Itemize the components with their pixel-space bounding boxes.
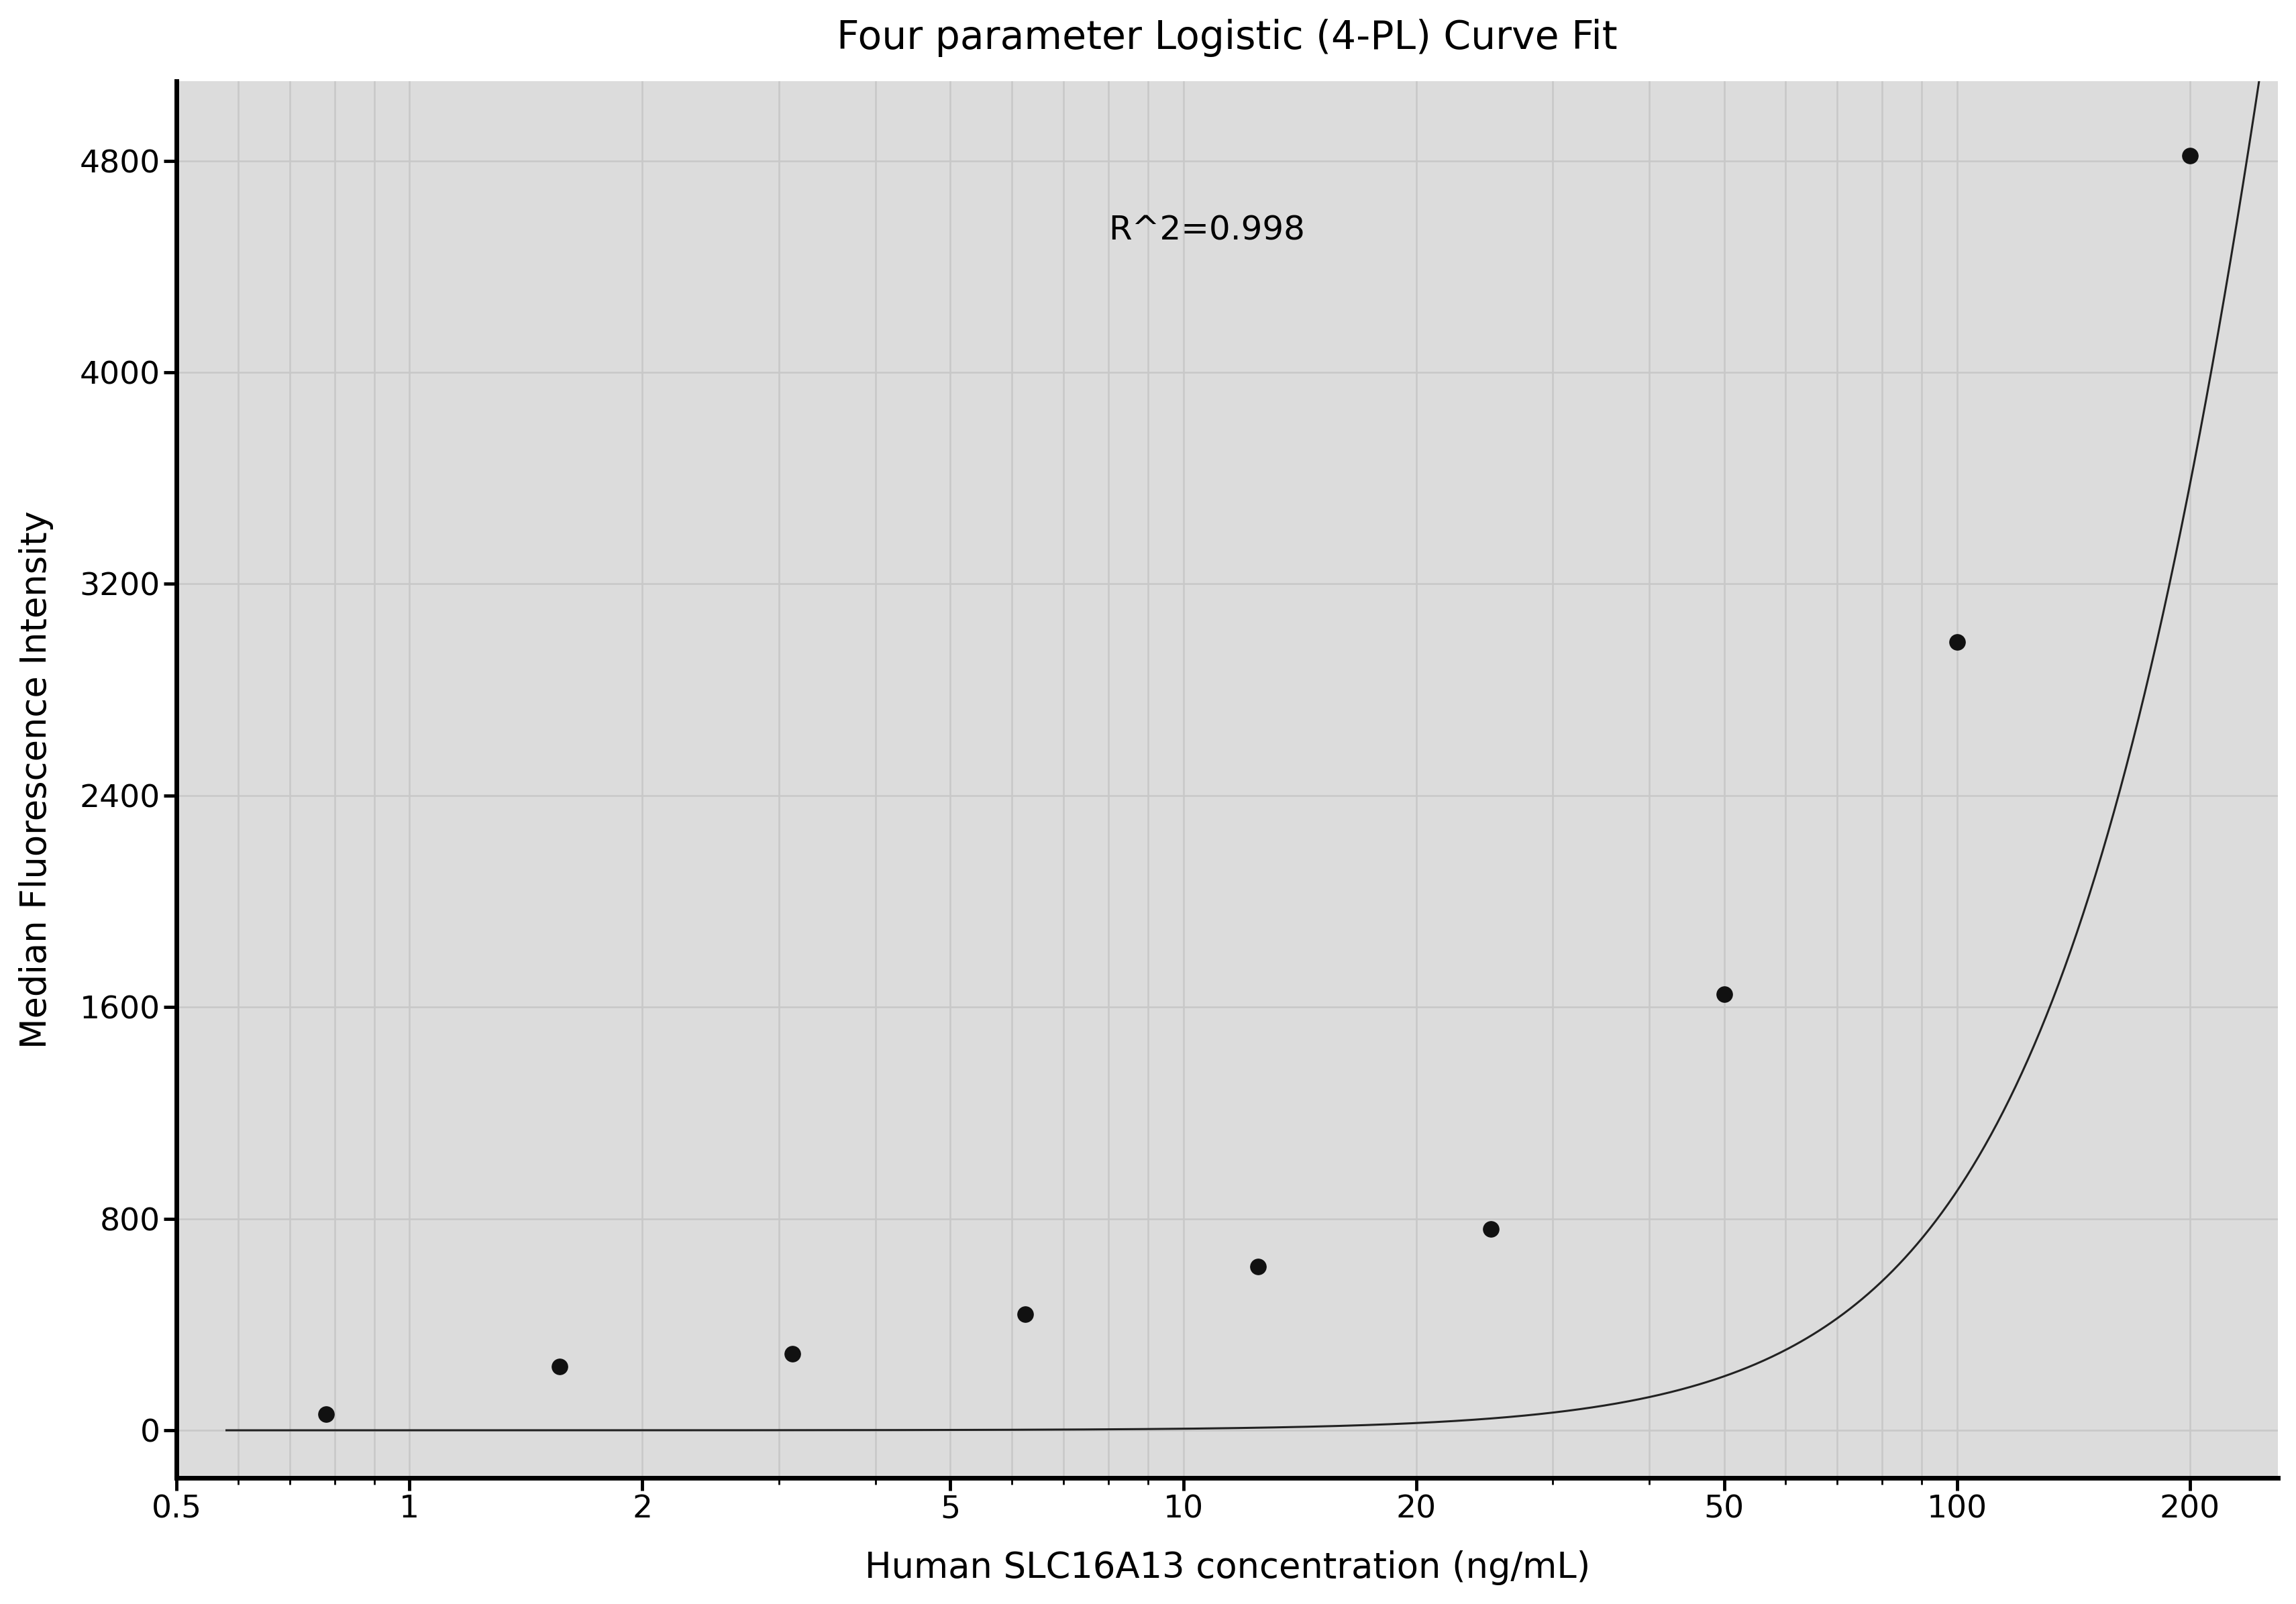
Point [774, 1341, 810, 1367]
Point [308, 1402, 344, 1428]
Title: Four parameter Logistic (4-PL) Curve Fit: Four parameter Logistic (4-PL) Curve Fit [836, 19, 1616, 56]
Point [1706, 982, 1743, 1007]
X-axis label: Human SLC16A13 concentration (ng/mL): Human SLC16A13 concentration (ng/mL) [863, 1551, 1589, 1585]
Y-axis label: Median Fluorescence Intensity: Median Fluorescence Intensity [18, 510, 53, 1049]
Text: R^2=0.998: R^2=0.998 [1109, 215, 1304, 247]
Point [542, 1354, 579, 1379]
Point [1472, 1216, 1508, 1241]
Point [1938, 629, 1975, 654]
Point [1006, 1301, 1042, 1327]
Point [2170, 143, 2206, 168]
Point [1240, 1253, 1277, 1278]
